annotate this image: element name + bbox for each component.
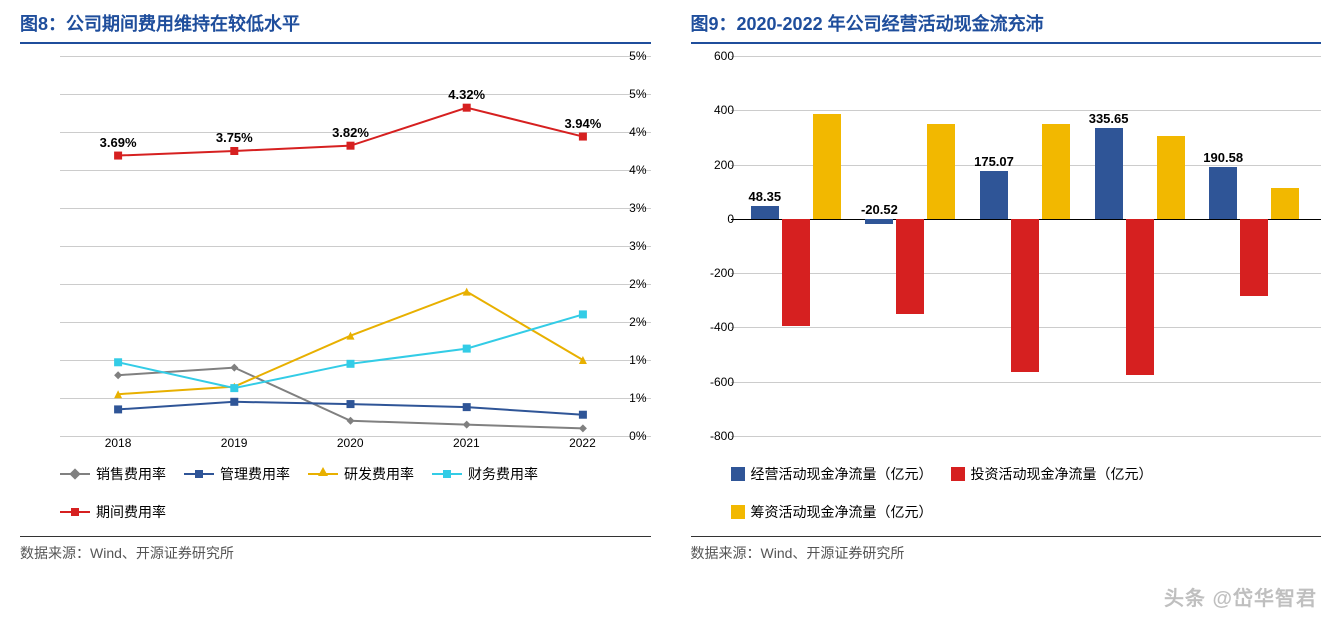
legend-item: 销售费用率 bbox=[60, 464, 166, 484]
bar bbox=[1042, 124, 1070, 219]
y-tick-label: -200 bbox=[686, 266, 734, 280]
bar bbox=[782, 219, 810, 326]
bar bbox=[1271, 188, 1299, 219]
bar bbox=[751, 206, 779, 219]
legend-item: 研发费用率 bbox=[308, 464, 414, 484]
data-label: 190.58 bbox=[1203, 150, 1243, 165]
bar bbox=[896, 219, 924, 314]
legend-item: 财务费用率 bbox=[432, 464, 538, 484]
legend-item: 投资活动现金净流量（亿元） bbox=[951, 464, 1153, 484]
legend-label: 管理费用率 bbox=[220, 464, 290, 484]
fig8-chart: 0%1%1%2%2%3%3%4%4%5%5%201820192020202120… bbox=[20, 56, 651, 456]
legend-label: 筹资活动现金净流量（亿元） bbox=[751, 502, 933, 522]
y-tick-label: -600 bbox=[686, 375, 734, 389]
legend-label: 经营活动现金净流量（亿元） bbox=[751, 464, 933, 484]
y-tick-label: -800 bbox=[686, 429, 734, 443]
bar bbox=[865, 219, 893, 225]
watermark: 头条 @岱华智君 bbox=[1164, 582, 1317, 611]
bar bbox=[1240, 219, 1268, 296]
data-label: 175.07 bbox=[974, 154, 1014, 169]
data-label: 3.69% bbox=[100, 135, 137, 150]
left-panel: 图8：公司期间费用维持在较低水平 0%1%1%2%2%3%3%4%4%5%5%2… bbox=[0, 0, 671, 623]
y-tick-label: 600 bbox=[686, 49, 734, 63]
legend-item: 管理费用率 bbox=[184, 464, 290, 484]
fig9-chart: -800-600-400-2000200400600201848.352019-… bbox=[691, 56, 1322, 456]
bar bbox=[1011, 219, 1039, 372]
data-label: 3.82% bbox=[332, 125, 369, 140]
fig9-source: 数据来源：Wind、开源证券研究所 bbox=[691, 536, 1322, 563]
data-label: -20.52 bbox=[861, 202, 898, 217]
legend-label: 期间费用率 bbox=[96, 502, 166, 522]
y-tick-label: -400 bbox=[686, 320, 734, 334]
fig9-title: 图9：2020-2022 年公司经营活动现金流充沛 bbox=[691, 10, 1322, 44]
fig8-source: 数据来源：Wind、开源证券研究所 bbox=[20, 536, 651, 563]
bar bbox=[1209, 167, 1237, 219]
data-label: 4.32% bbox=[448, 87, 485, 102]
y-tick-label: 400 bbox=[686, 103, 734, 117]
y-tick-label: 200 bbox=[686, 158, 734, 172]
legend-item: 筹资活动现金净流量（亿元） bbox=[731, 502, 933, 522]
legend-label: 销售费用率 bbox=[96, 464, 166, 484]
bar bbox=[1095, 128, 1123, 219]
bar bbox=[927, 124, 955, 219]
bar bbox=[1157, 136, 1185, 219]
legend-label: 投资活动现金净流量（亿元） bbox=[971, 464, 1153, 484]
data-label: 3.94% bbox=[564, 116, 601, 131]
data-label: 48.35 bbox=[749, 189, 782, 204]
legend-label: 研发费用率 bbox=[344, 464, 414, 484]
fig8-title: 图8：公司期间费用维持在较低水平 bbox=[20, 10, 651, 44]
legend-item: 期间费用率 bbox=[60, 502, 166, 522]
fig8-legend: 销售费用率 管理费用率 研发费用率 财务费用率期间费用率 bbox=[20, 464, 651, 522]
bar bbox=[1126, 219, 1154, 375]
bar bbox=[813, 114, 841, 219]
legend-label: 财务费用率 bbox=[468, 464, 538, 484]
data-label: 3.75% bbox=[216, 130, 253, 145]
y-tick-label: 0 bbox=[686, 212, 734, 226]
data-label: 335.65 bbox=[1089, 111, 1129, 126]
figure-container: 图8：公司期间费用维持在较低水平 0%1%1%2%2%3%3%4%4%5%5%2… bbox=[0, 0, 1341, 623]
fig9-legend: 经营活动现金净流量（亿元） 投资活动现金净流量（亿元） 筹资活动现金净流量（亿元） bbox=[691, 464, 1322, 522]
right-panel: 图9：2020-2022 年公司经营活动现金流充沛 -800-600-400-2… bbox=[671, 0, 1341, 623]
bar bbox=[980, 171, 1008, 219]
legend-item: 经营活动现金净流量（亿元） bbox=[731, 464, 933, 484]
